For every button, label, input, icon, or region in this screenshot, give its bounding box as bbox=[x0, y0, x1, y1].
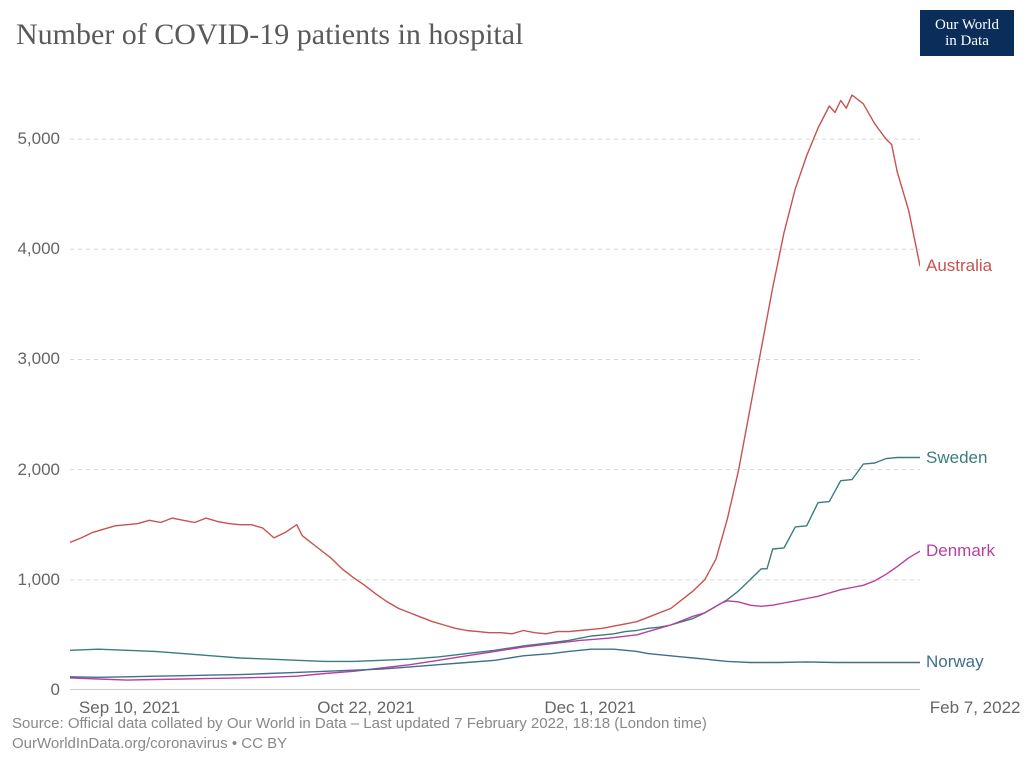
plot-area bbox=[70, 80, 920, 690]
chart-title: Number of COVID-19 patients in hospital bbox=[16, 18, 523, 52]
y-tick-label: 5,000 bbox=[0, 129, 60, 149]
owid-logo: Our World in Data bbox=[920, 10, 1014, 56]
series-label-australia: Australia bbox=[926, 256, 992, 276]
logo-line1: Our World bbox=[935, 17, 999, 34]
series-label-sweden: Sweden bbox=[926, 448, 987, 468]
footnote-source: Source: Official data collated by Our Wo… bbox=[12, 714, 707, 734]
series-line-australia bbox=[70, 95, 920, 634]
chart-footnote: Source: Official data collated by Our Wo… bbox=[12, 714, 707, 755]
chart-container: Number of COVID-19 patients in hospital … bbox=[0, 0, 1024, 768]
series-line-norway bbox=[70, 649, 920, 677]
series-label-denmark: Denmark bbox=[926, 541, 995, 561]
series-line-sweden bbox=[70, 458, 920, 662]
footnote-attribution: OurWorldInData.org/coronavirus • CC BY bbox=[12, 734, 707, 754]
y-tick-label: 1,000 bbox=[0, 570, 60, 590]
y-tick-label: 0 bbox=[0, 680, 60, 700]
series-label-norway: Norway bbox=[926, 652, 984, 672]
y-tick-label: 2,000 bbox=[0, 460, 60, 480]
y-tick-label: 4,000 bbox=[0, 239, 60, 259]
y-tick-label: 3,000 bbox=[0, 349, 60, 369]
x-tick-label: Feb 7, 2022 bbox=[930, 698, 1021, 718]
logo-line2: in Data bbox=[945, 33, 989, 50]
plot-svg bbox=[70, 80, 920, 690]
